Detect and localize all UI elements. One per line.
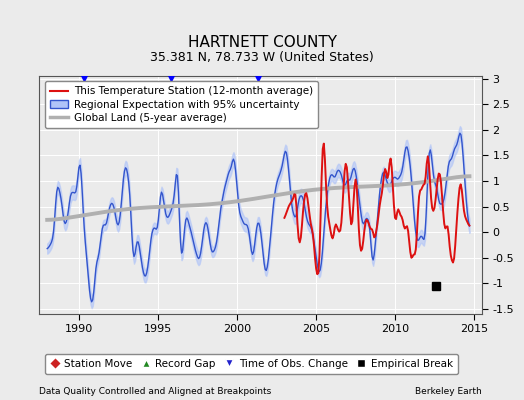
Text: Data Quality Controlled and Aligned at Breakpoints: Data Quality Controlled and Aligned at B… xyxy=(39,387,271,396)
Text: Berkeley Earth: Berkeley Earth xyxy=(416,387,482,396)
Text: HARTNETT COUNTY: HARTNETT COUNTY xyxy=(188,35,336,50)
Text: 35.381 N, 78.733 W (United States): 35.381 N, 78.733 W (United States) xyxy=(150,51,374,64)
Legend: Station Move, Record Gap, Time of Obs. Change, Empirical Break: Station Move, Record Gap, Time of Obs. C… xyxy=(45,354,458,374)
